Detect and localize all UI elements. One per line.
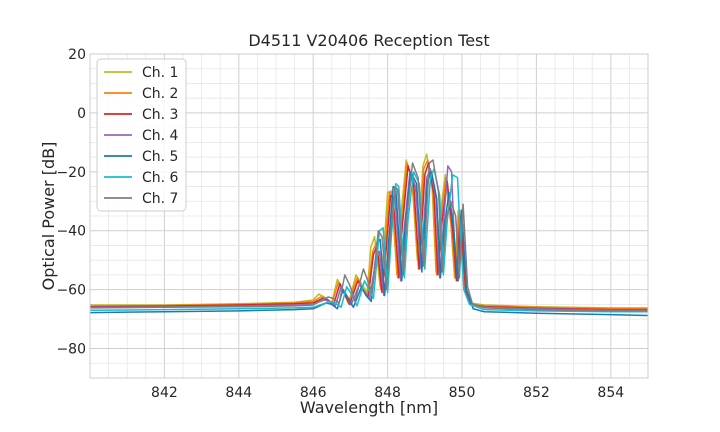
x-tick-label: 852	[523, 385, 550, 401]
x-tick-label: 848	[374, 385, 401, 401]
y-tick-label: 0	[77, 106, 86, 122]
legend-label: Ch. 7	[142, 191, 178, 207]
x-tick-label: 854	[597, 385, 624, 401]
legend-label: Ch. 6	[142, 170, 179, 186]
y-tick-label: −20	[56, 165, 86, 181]
legend: Ch. 1 Ch. 2 Ch. 3 Ch. 4 Ch. 5 Ch. 6 Ch. 7	[96, 58, 187, 212]
chart-title: D4511 V20406 Reception Test	[248, 31, 489, 50]
legend-label: Ch. 3	[142, 107, 178, 123]
legend-item-ch7: Ch. 7	[104, 191, 178, 207]
series-line-ch6	[89, 168, 648, 313]
x-tick-label: 844	[225, 385, 252, 401]
legend-item-ch5: Ch. 5	[104, 149, 178, 165]
y-tick-label: 20	[68, 47, 86, 63]
y-tick-label: −60	[56, 283, 86, 299]
legend-item-ch2: Ch. 2	[104, 86, 178, 102]
legend-item-ch6: Ch. 6	[104, 170, 179, 186]
legend-label: Ch. 5	[142, 149, 178, 165]
legend-label: Ch. 4	[142, 128, 179, 144]
x-tick-label: 846	[300, 385, 327, 401]
series-lines	[89, 153, 649, 317]
x-axis-title: Wavelength [nm]	[300, 398, 438, 417]
y-axis-title: Optical Power [dB]	[39, 142, 58, 291]
x-tick-label: 850	[449, 385, 476, 401]
series-line-ch4	[89, 165, 648, 311]
plot-frame	[89, 53, 649, 379]
legend-item-ch1: Ch. 1	[104, 65, 178, 81]
y-tick-label: −80	[56, 342, 86, 358]
x-tick-label: 842	[151, 385, 178, 401]
legend-item-ch4: Ch. 4	[104, 128, 179, 144]
legend-label: Ch. 2	[142, 86, 178, 102]
legend-box	[96, 58, 187, 212]
legend-label: Ch. 1	[142, 65, 178, 81]
series-line-ch7	[89, 159, 648, 312]
legend-item-ch3: Ch. 3	[104, 107, 178, 123]
tick-labels: 842 844 846 848 850 852 854 20 0 −20 −40 −60 −80	[56, 47, 624, 401]
y-tick-label: −40	[56, 224, 86, 240]
series-line-ch5	[89, 171, 649, 317]
